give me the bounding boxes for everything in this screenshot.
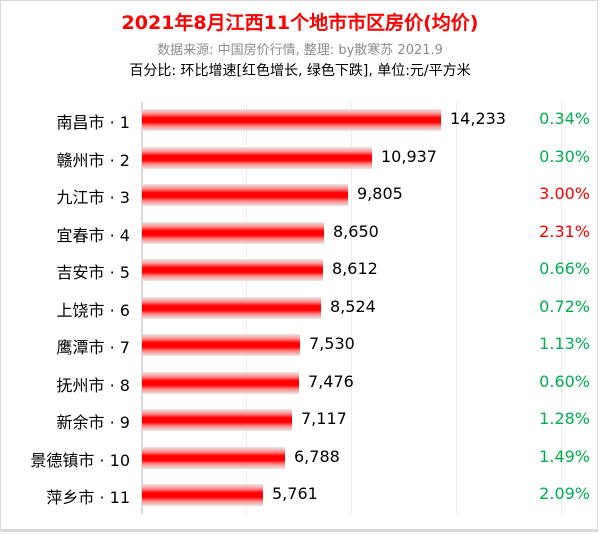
category-label: 鹰潭市 · 7	[56, 338, 130, 357]
bar-row: 九江市 · 3 9,805 3.00%	[0, 177, 600, 214]
gridline	[351, 102, 352, 514]
value-label: 8,612	[332, 259, 378, 278]
category-label: 九江市 · 3	[56, 188, 130, 207]
bar-row: 上饶市 · 6 8,524 0.72%	[0, 290, 600, 327]
bar-row: 南昌市 · 1 14,233 0.34%	[0, 102, 600, 139]
category-label: 新余市 · 9	[56, 413, 130, 432]
value-label: 14,233	[450, 109, 506, 128]
value-label: 8,650	[333, 221, 379, 241]
gridline	[561, 102, 562, 514]
bar-row: 景德镇市 · 10 6,788 1.49%	[0, 440, 600, 477]
pct-label: 1.49%	[539, 446, 590, 466]
bar-row: 鹰潭市 · 7 7,530 1.13%	[0, 327, 600, 364]
category-label: 抚州市 · 8	[56, 375, 130, 395]
bar	[142, 334, 300, 356]
bar	[142, 109, 441, 131]
category-label: 萍乡市 · 11	[46, 488, 130, 507]
pct-label: 2.31%	[539, 221, 590, 241]
category-label: 景德镇市 · 10	[30, 450, 130, 470]
value-label: 7,530	[309, 334, 355, 353]
bar	[142, 296, 321, 319]
pct-label: 1.28%	[539, 409, 590, 428]
bar	[142, 146, 372, 169]
value-label: 7,476	[308, 371, 354, 391]
pct-label: 1.13%	[539, 334, 590, 353]
bar	[142, 484, 263, 506]
category-label: 宜春市 · 4	[56, 225, 130, 245]
chart-subtitle: 数据来源: 中国房价行情, 整理: by散寒苏 2021.9	[157, 43, 443, 58]
pct-label: 0.66%	[539, 259, 590, 278]
pct-label: 3.00%	[539, 184, 590, 203]
value-label: 6,788	[294, 446, 340, 466]
chart-title: 2021年8月江西11个地市市区房价(均价)	[121, 12, 479, 34]
value-label: 10,937	[381, 146, 437, 166]
bar	[142, 371, 299, 394]
category-label: 南昌市 · 1	[56, 113, 130, 132]
bar-row: 萍乡市 · 11 5,761 2.09%	[0, 477, 600, 514]
pct-label: 0.34%	[539, 109, 590, 128]
category-label: 上饶市 · 6	[56, 300, 130, 320]
value-label: 9,805	[357, 184, 403, 203]
category-label: 吉安市 · 5	[56, 263, 130, 282]
gridline	[456, 102, 457, 514]
bar-row: 宜春市 · 4 8,650 2.31%	[0, 215, 600, 252]
chart-note: 百分比: 环比增速[红色增长, 绿色下跌], 单位:元/平方米	[129, 63, 471, 79]
bar-row: 新余市 · 9 7,117 1.28%	[0, 402, 600, 439]
bar-row: 吉安市 · 5 8,612 0.66%	[0, 252, 600, 289]
pct-label: 0.30%	[539, 146, 590, 166]
bar	[142, 409, 292, 431]
bar	[142, 259, 323, 281]
pct-label: 0.72%	[539, 296, 590, 316]
category-label: 赣州市 · 2	[56, 150, 130, 170]
value-label: 5,761	[272, 484, 318, 503]
value-label: 8,524	[330, 296, 376, 316]
value-label: 7,117	[301, 409, 347, 428]
pct-label: 0.60%	[539, 371, 590, 391]
bar	[142, 221, 324, 244]
bar	[142, 446, 285, 469]
bar-row: 抚州市 · 8 7,476 0.60%	[0, 365, 600, 402]
bar	[142, 184, 348, 206]
pct-label: 2.09%	[539, 484, 590, 503]
bar-row: 赣州市 · 2 10,937 0.30%	[0, 140, 600, 177]
